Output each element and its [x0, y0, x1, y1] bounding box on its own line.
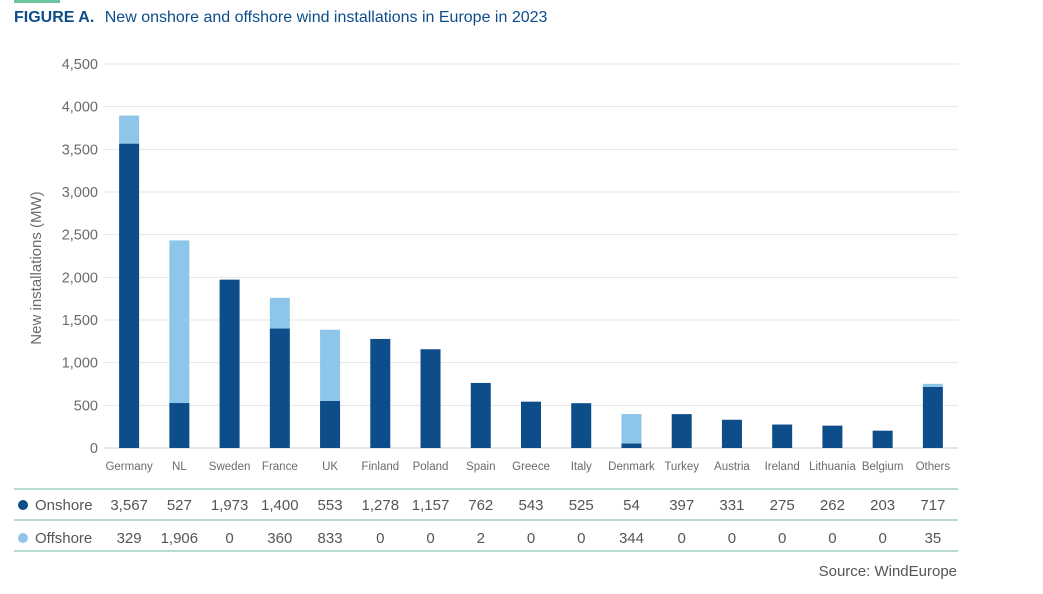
table-cell: 275 — [770, 497, 795, 514]
bar-onshore — [169, 403, 190, 448]
table-cell: 397 — [669, 497, 694, 514]
y-tick-label: 1,500 — [62, 313, 98, 329]
bar-onshore — [370, 338, 391, 448]
table-cell: 527 — [167, 497, 192, 514]
bar-offshore — [119, 115, 140, 144]
table-cell: 1,157 — [412, 497, 450, 514]
table-row-label: Onshore — [35, 497, 93, 514]
table-cell: 203 — [870, 497, 895, 514]
table-row-label: Offshore — [35, 530, 92, 547]
table-cell: 344 — [619, 530, 644, 547]
bar-onshore — [671, 414, 692, 448]
table-cell: 762 — [468, 497, 493, 514]
table-cell: 2 — [477, 530, 485, 547]
bar-onshore — [872, 430, 893, 448]
x-category-label: France — [262, 461, 298, 473]
x-category-label: Denmark — [608, 461, 655, 473]
table-cell: 0 — [878, 530, 886, 547]
table-cell: 0 — [778, 530, 786, 547]
y-tick-label: 500 — [74, 398, 98, 414]
x-category-label: Ireland — [765, 461, 800, 473]
bar-offshore — [320, 329, 341, 401]
table-cell: 0 — [376, 530, 384, 547]
table-cell: 543 — [518, 497, 543, 514]
table-cell: 35 — [925, 530, 942, 547]
table-cell: 1,973 — [211, 497, 249, 514]
x-category-label: Austria — [714, 461, 750, 473]
bars — [119, 115, 943, 448]
legend-swatch — [18, 500, 28, 510]
bar-onshore — [822, 425, 843, 448]
bar-onshore — [571, 403, 592, 448]
bar-onshore — [922, 386, 943, 448]
x-category-label: Poland — [413, 461, 449, 473]
figure-title-text: New onshore and offshore wind installati… — [104, 9, 548, 26]
table-cell: 717 — [920, 497, 945, 514]
bar-onshore — [772, 424, 793, 448]
table-cell: 0 — [678, 530, 686, 547]
table-cell: 262 — [820, 497, 845, 514]
figure-title: FIGURE A. New onshore and offshore wind … — [14, 9, 547, 27]
x-category-label: Belgium — [862, 461, 904, 473]
x-category-label: Italy — [571, 461, 592, 473]
table-cell: 0 — [527, 530, 535, 547]
legend-swatch — [18, 533, 28, 543]
table-cell: 1,906 — [161, 530, 199, 547]
y-tick-label: 3,500 — [62, 142, 98, 158]
y-tick-label: 4,500 — [62, 57, 98, 73]
bar-onshore — [420, 349, 441, 448]
x-category-label: Spain — [466, 461, 495, 473]
source-note: Source: WindEurope — [818, 563, 957, 580]
x-category-label: Sweden — [209, 461, 251, 473]
x-category-label: Lithuania — [809, 461, 856, 473]
table-cell: 360 — [267, 530, 292, 547]
table-cell: 0 — [426, 530, 434, 547]
table-cell: 0 — [577, 530, 585, 547]
y-tick-label: 1,000 — [62, 356, 98, 372]
y-tick-label: 3,000 — [62, 185, 98, 201]
bar-onshore — [721, 419, 742, 448]
y-axis-label: New installations (MW) — [28, 191, 45, 344]
bar-onshore — [269, 328, 290, 448]
table-cell: 331 — [719, 497, 744, 514]
x-category-label: Finland — [361, 461, 399, 473]
x-axis-categories: Germany NL Sweden France UK Finland Poland Spai… — [105, 461, 950, 473]
table-cell: 329 — [117, 530, 142, 547]
x-category-label: UK — [322, 461, 338, 473]
y-tick-label: 2,000 — [62, 270, 98, 286]
bar-onshore — [521, 401, 541, 448]
table-cell: 1,400 — [261, 497, 299, 514]
bar-onshore — [470, 382, 491, 448]
table-cell: 0 — [225, 530, 233, 547]
y-tick-label: 4,000 — [62, 100, 98, 116]
x-category-label: Germany — [105, 461, 153, 473]
bar-onshore — [219, 279, 240, 448]
table-cell: 553 — [318, 497, 343, 514]
table-cell: 3,567 — [110, 497, 148, 514]
x-category-label: Greece — [512, 461, 550, 473]
table-cell: 0 — [728, 530, 736, 547]
bar-offshore — [621, 414, 642, 444]
table-cell: 54 — [623, 497, 640, 514]
table-cell: 0 — [828, 530, 836, 547]
bar-onshore — [119, 143, 140, 448]
x-category-label: Others — [916, 461, 951, 473]
bar-offshore — [269, 297, 290, 329]
data-table: Onshore 3,567 527 1,973 1,400 553 1,278 1,157 76… — [14, 488, 958, 552]
figure-label: FIGURE A. — [14, 9, 95, 26]
x-category-label: Turkey — [664, 461, 699, 473]
y-tick-label: 2,500 — [62, 228, 98, 244]
table-cell: 833 — [318, 530, 343, 547]
bar-offshore — [169, 240, 190, 404]
bar-offshore — [922, 383, 943, 387]
x-category-label: NL — [172, 461, 187, 473]
title-accent-rule — [14, 0, 60, 3]
bar-onshore — [320, 400, 341, 448]
y-axis-ticks: 0 500 1,000 1,500 2,000 2,500 3,000 3,500 4,000 4… — [62, 57, 98, 457]
bar-onshore — [621, 443, 642, 448]
table-cell: 1,278 — [362, 497, 400, 514]
y-tick-label: 0 — [90, 441, 98, 457]
table-cell: 525 — [569, 497, 594, 514]
